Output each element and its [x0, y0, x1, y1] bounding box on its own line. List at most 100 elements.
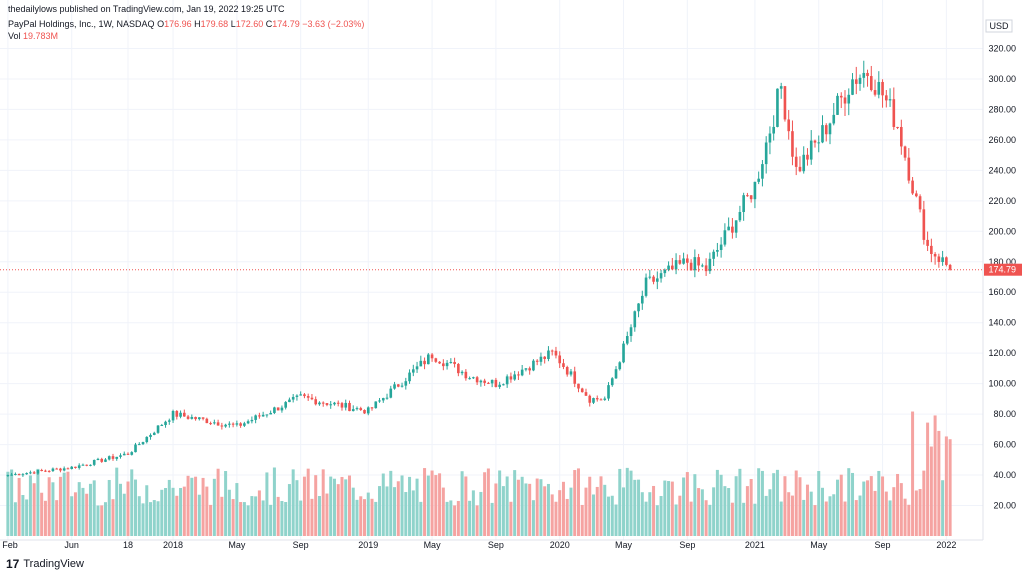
volume-bar [456, 500, 460, 536]
candle-body [547, 350, 550, 359]
volume-bar [745, 486, 749, 536]
volume-bar [584, 487, 588, 536]
volume-bar [284, 502, 288, 536]
volume-bar [843, 501, 847, 536]
volume-bar [351, 487, 355, 536]
volume-bar [336, 484, 340, 536]
volume-bar [659, 496, 663, 536]
currency-badge[interactable] [985, 19, 1013, 33]
volume-bar [411, 490, 415, 536]
volume-bar [265, 472, 269, 536]
candle-body [404, 381, 408, 386]
volume-bar [396, 481, 400, 536]
candle-body [907, 157, 911, 181]
candle-body [374, 401, 378, 409]
candle-body [734, 220, 738, 233]
low-label: L [230, 19, 236, 29]
volume-bar [565, 498, 569, 536]
candle-body [344, 402, 348, 408]
candle-body [877, 81, 881, 95]
candle-body [539, 356, 543, 362]
time-tick-label: Sep [293, 540, 309, 550]
candle-body [757, 178, 760, 182]
candle-body [667, 265, 670, 270]
candle-body [663, 269, 667, 274]
candle-body [569, 371, 573, 375]
volume-bar [528, 483, 532, 536]
candle-body [858, 77, 862, 84]
volume-bar [332, 478, 336, 536]
volume-bar [802, 499, 806, 536]
volume-bar [490, 502, 494, 536]
candle-body [17, 473, 21, 476]
candle-body [119, 455, 122, 457]
candle-body [295, 395, 299, 397]
candle-body [51, 468, 55, 471]
volume-bar [764, 495, 768, 536]
candle-body [336, 402, 340, 404]
high-value: 179.68 [200, 19, 229, 29]
volume-bar [179, 487, 183, 536]
volume-bar [276, 496, 280, 536]
volume-legend[interactable]: Vol 19.783M [8, 31, 58, 41]
volume-bar [6, 471, 10, 536]
candle-body [66, 468, 70, 470]
volume-bar [445, 501, 449, 536]
candle-body [363, 409, 366, 414]
volume-bar [152, 500, 156, 536]
volume-bar [622, 487, 626, 536]
volume-bar [851, 472, 855, 536]
volume-bar [32, 483, 36, 536]
candle-body [475, 377, 479, 383]
volume-bar [614, 504, 618, 536]
volume-bar [922, 470, 926, 536]
candle-body [892, 99, 896, 127]
volume-bar [892, 487, 896, 536]
candle-body [194, 416, 197, 420]
volume-bar [663, 480, 667, 536]
volume-bar [768, 489, 772, 536]
volume-bar [573, 470, 577, 536]
last-price-badge [984, 263, 1022, 276]
volume-bar [505, 476, 509, 536]
volume-bar [824, 501, 828, 536]
candle-body [930, 245, 933, 254]
time-tick-label: 2021 [745, 540, 765, 550]
candle-body [686, 258, 689, 263]
candle-body [918, 196, 922, 210]
candle-body [415, 366, 419, 370]
candle-body [190, 416, 194, 419]
candle-body [269, 412, 272, 415]
volume-bar [51, 482, 55, 536]
price-axis[interactable]: 20.00 40.00 60.00 80.00 100.00 120.00 140.00 16… [982, 0, 1022, 540]
volume-bar [685, 472, 689, 536]
volume-bar [742, 502, 746, 536]
volume-bar [66, 471, 70, 536]
volume-bar [299, 500, 303, 536]
candle-body [847, 94, 851, 104]
candle-body [772, 126, 776, 134]
volume-bar [344, 479, 348, 536]
candle-body [460, 371, 464, 374]
volume-value: 19.783M [23, 31, 59, 41]
volume-bar [47, 477, 51, 536]
volume-bar [242, 502, 246, 536]
volume-bar [652, 485, 656, 536]
volume-bar [689, 501, 693, 536]
candle-body [115, 456, 119, 459]
volume-bar [171, 487, 175, 536]
volume-bar [907, 504, 911, 536]
volume-bar [81, 487, 85, 536]
symbol-legend[interactable]: PayPal Holdings, Inc., 1W, NASDAQ O176.9… [8, 19, 364, 29]
price-tick-label: 280.00 [988, 104, 1016, 114]
price-tick-label: 300.00 [988, 74, 1016, 84]
candle-body [742, 195, 745, 213]
volume-bar [697, 488, 701, 536]
candle-body [400, 385, 404, 387]
candle-body [284, 402, 287, 408]
time-axis[interactable]: Feb Jun 18 2018 May Sep 2019 May Sep 2020 May Sep 20… [0, 539, 983, 550]
volume-bar [404, 492, 408, 536]
candle-body [655, 278, 659, 282]
tradingview-brand[interactable]: 17 TradingView [6, 557, 84, 571]
